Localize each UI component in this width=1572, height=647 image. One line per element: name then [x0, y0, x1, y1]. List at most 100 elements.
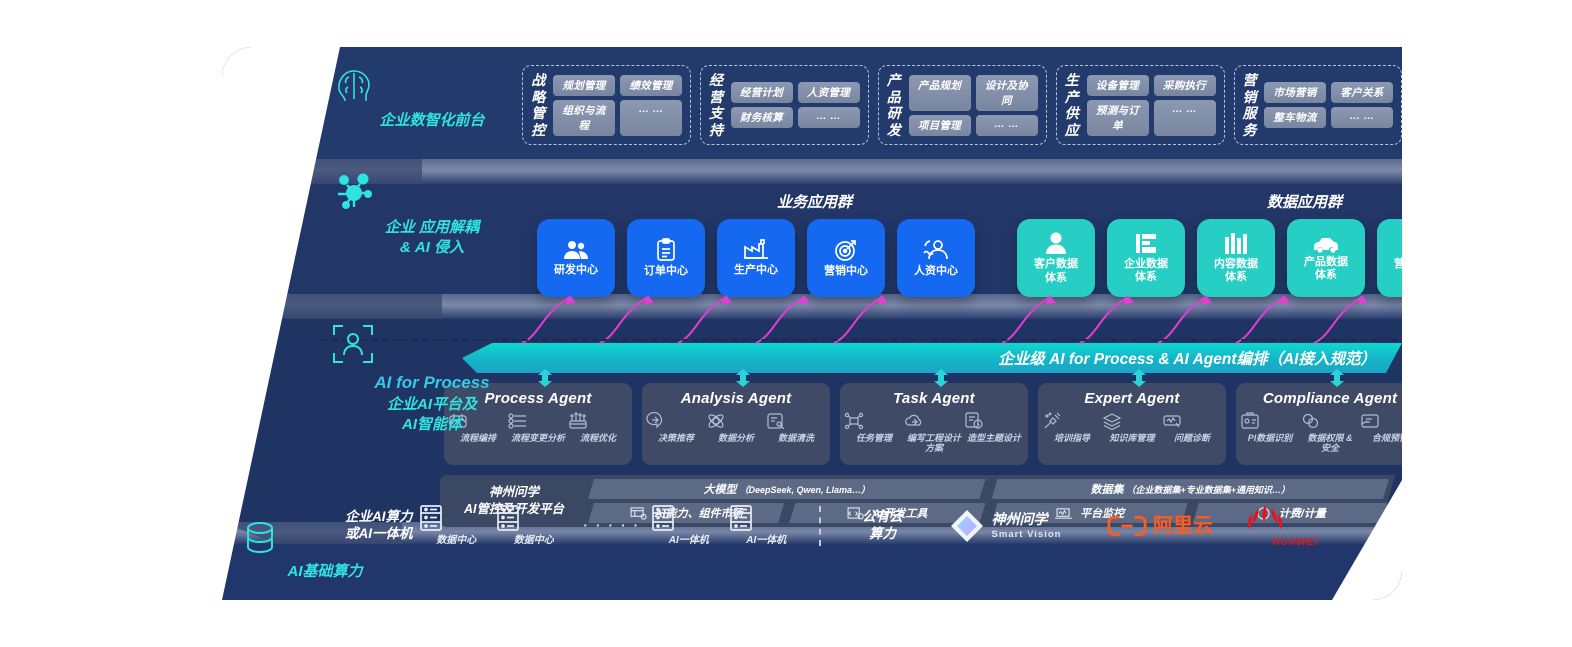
agent-capability-label: 合规预警 [1371, 433, 1402, 443]
top-group-chip[interactable]: 预测与订单 [1086, 99, 1149, 136]
vendor-huawei[interactable]: HUAWEI [1240, 503, 1350, 550]
ai-orchestration-banner: 企业级 AI for Process & AI Agent编排（AI接入规范） [222, 343, 1402, 373]
top-group-chip[interactable]: … … [1331, 107, 1393, 129]
business-apps-card[interactable]: 人资中心 [897, 219, 975, 297]
business-apps-card[interactable]: 订单中心 [627, 219, 705, 297]
data-apps-card[interactable]: 产品数据 体系 [1287, 219, 1365, 297]
agent-capability[interactable]: 合规预警 [1360, 412, 1402, 443]
infra-node[interactable]: 数据中心 [418, 504, 496, 548]
agent-cards: Process Agent 流程编排 流程变更分析 流程优化 Analysis Agen… [444, 383, 1402, 465]
agent-capability[interactable]: 数据权限 & 安全 [1300, 412, 1360, 454]
top-group-chip[interactable]: … … [620, 99, 682, 136]
agent-card[interactable]: Process Agent 流程编排 流程变更分析 流程优化 [444, 383, 632, 465]
agent-capability-label: 知识库管理 [1109, 433, 1155, 443]
vendor-aliyun[interactable]: 阿里云 [1080, 514, 1240, 539]
top-group-chip[interactable]: 采购执行 [1153, 74, 1216, 96]
agent-capability[interactable]: 决策推荐 [646, 412, 706, 443]
agent-capability[interactable]: PI数据识别 [1240, 412, 1300, 443]
bars-icon [1224, 232, 1248, 255]
agent-capability-label: 任务管理 [855, 433, 892, 443]
alert-box-icon [1360, 412, 1402, 430]
infra-divider [819, 506, 821, 546]
agent-card[interactable]: Expert Agent 培训指导 知识库管理 问题诊断 [1038, 383, 1226, 465]
top-group-chip[interactable]: 经营计划 [730, 82, 793, 104]
card-label: 研发中心 [554, 263, 598, 276]
top-group-chip[interactable]: … … [975, 114, 1038, 136]
infra-public-cloud: 公有云 算力 [835, 509, 930, 543]
platform-tool-devtool[interactable]: AI开发工具 [789, 503, 985, 523]
business-apps-card[interactable]: 研发中心 [537, 219, 615, 297]
data-apps-card[interactable]: 内容数据 体系 [1197, 219, 1275, 297]
platform-dataset-label: 数据集 [1090, 484, 1124, 496]
agent-capability[interactable]: 任务管理 [844, 412, 904, 443]
top-group-chip[interactable]: 人资管理 [797, 82, 860, 104]
decision-icon [646, 412, 706, 430]
rail-label-aiprocess: AI for Process 企业AI平台及 AI智能体 [330, 322, 534, 435]
agent-capability[interactable]: 流程变更分析 [508, 412, 568, 443]
platform-tool-billing[interactable]: 计费/计量 [1193, 503, 1389, 523]
top-group-2[interactable]: 产品 研发 产品规划 设计及协同 项目管理… … [877, 65, 1047, 146]
top-group-chip[interactable]: 设计及协同 [975, 74, 1038, 111]
top-group-chip[interactable]: … … [797, 107, 860, 129]
infra-node[interactable]: AI一体机 [728, 504, 806, 548]
top-group-name: 生产 供应 [1064, 72, 1080, 138]
atom-analysis-icon [706, 412, 766, 430]
top-group-chip[interactable]: 项目管理 [908, 114, 971, 136]
data-apps-card[interactable]: 客户数据 体系 [1017, 219, 1095, 297]
business-apps-card[interactable]: 生产中心 [717, 219, 795, 297]
agent-capability[interactable]: 编写工程设计方案 [904, 412, 964, 454]
clipboard-icon [655, 238, 677, 262]
top-group-1[interactable]: 经营 支持 经营计划 人资管理 财务核算… … [700, 65, 869, 146]
agent-capability[interactable]: 数据清洗 [766, 412, 826, 443]
top-group-chip[interactable]: 产品规划 [908, 74, 971, 111]
top-group-chip[interactable]: 市场营销 [1264, 82, 1326, 104]
agent-capabilities: 任务管理 编写工程设计方案 造型主题设计 [844, 412, 1024, 454]
infra-node[interactable]: 数据中心 [495, 504, 573, 548]
top-group-chip[interactable]: 整车物流 [1264, 107, 1326, 129]
platform-models-row[interactable]: 大模型 （DeepSeek, Qwen, Llama…） [588, 479, 986, 499]
molecule-icon [332, 172, 532, 212]
agent-capability[interactable]: 流程优化 [568, 412, 628, 443]
vendor-shenzhou[interactable]: 神州问学 Smart Vision [930, 508, 1080, 544]
agent-capability[interactable]: 流程编排 [448, 412, 508, 443]
agent-card[interactable]: Compliance Agent PI数据识别 数据权限 & 安全 合规预警 [1236, 383, 1402, 465]
data-apps-card[interactable]: 营销数据 体系 [1377, 219, 1402, 297]
data-clean-icon [766, 412, 826, 430]
huawei-logo [1240, 503, 1350, 537]
vendor-aliyun-name: 阿里云 [1153, 514, 1213, 537]
top-group-chip[interactable]: … … [1153, 99, 1216, 136]
top-group-chip[interactable]: 规划管理 [553, 74, 615, 96]
agent-capability[interactable]: 问题诊断 [1162, 412, 1222, 443]
server-icon [728, 504, 806, 532]
top-group-chip[interactable]: 组织与流程 [553, 99, 615, 136]
agent-card[interactable]: Analysis Agent 决策推荐 数据分析 数据清洗 [642, 383, 830, 465]
agent-card[interactable]: Task Agent 任务管理 编写工程设计方案 造型主题设计 [840, 383, 1028, 465]
data-apps-card[interactable]: 企业数据 体系 [1107, 219, 1185, 297]
top-group-chip[interactable]: 财务核算 [730, 107, 793, 129]
business-apps-card[interactable]: 营销中心 [807, 219, 885, 297]
agent-capability[interactable]: 造型主题设计 [964, 412, 1024, 443]
top-group-chips: 规划管理 绩效管理 组织与流程… … [553, 74, 682, 136]
top-group-chip[interactable]: 客户关系 [1331, 82, 1393, 104]
agent-capability[interactable]: 知识库管理 [1102, 412, 1162, 443]
infra-node[interactable]: · · · · · [573, 517, 651, 535]
top-group-chip[interactable]: 设备管理 [1086, 74, 1149, 96]
agent-capability[interactable]: 数据分析 [706, 412, 766, 443]
top-group-3[interactable]: 生产 供应 设备管理 采购执行 预测与订单… … [1055, 65, 1225, 146]
building-icon [1134, 232, 1158, 255]
permission-icon [1300, 412, 1360, 430]
agent-capability-label: 流程优化 [579, 433, 616, 443]
car-icon [1312, 234, 1340, 253]
top-group-4[interactable]: 营销 服务 市场营销 客户关系 整车物流… … [1233, 65, 1402, 146]
top-group-0[interactable]: 战略 管控 规划管理 绩效管理 组织与流程… … [522, 65, 691, 146]
agent-name: Compliance Agent [1262, 390, 1398, 407]
platform-dataset-row[interactable]: 数据集 （企业数据集+专业数据集+通用知识…） [992, 479, 1390, 499]
top-group-chip[interactable]: 绩效管理 [620, 74, 682, 96]
platform-tool-components-label: AI能力、组件市场 [654, 508, 743, 520]
infra-node-label: 数据中心 [513, 535, 554, 547]
infra-node[interactable]: AI一体机 [650, 504, 728, 548]
devtool-icon [847, 507, 864, 520]
top-group-chips: 设备管理 采购执行 预测与订单… … [1086, 74, 1216, 136]
agent-capability[interactable]: 培训指导 [1042, 412, 1102, 443]
